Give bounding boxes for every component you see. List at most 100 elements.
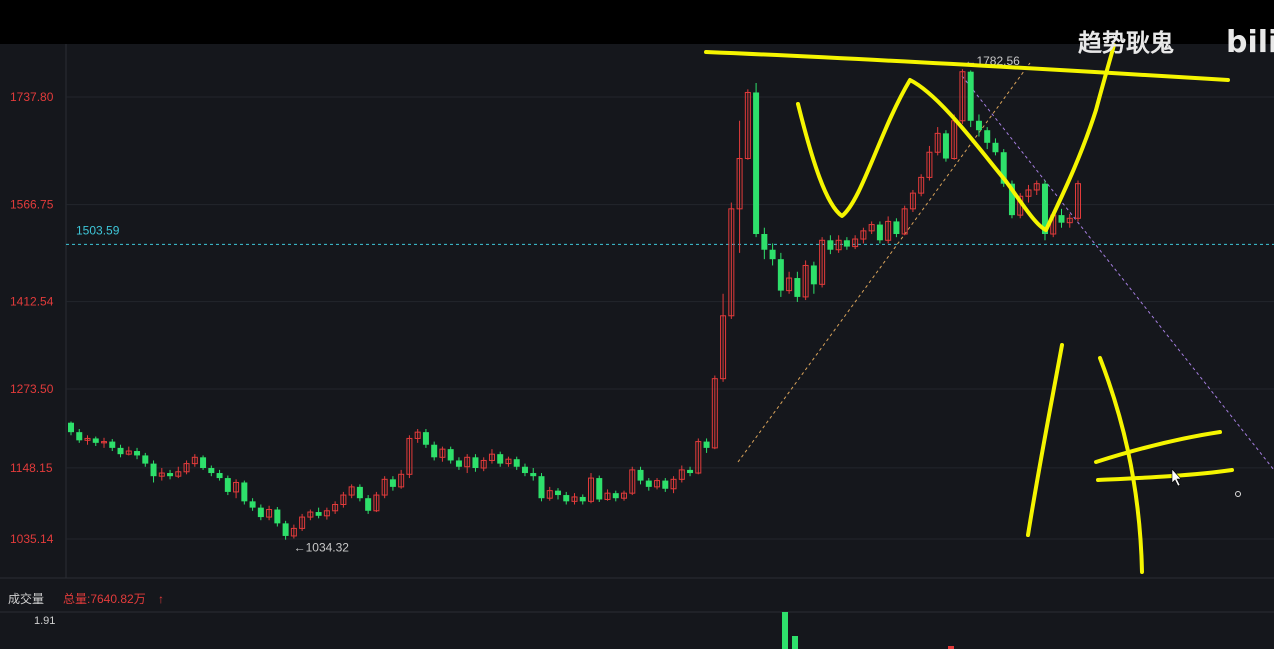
candle-body — [711, 378, 718, 449]
mouse-cursor-icon — [1171, 468, 1182, 487]
candle-body — [654, 480, 661, 488]
candle-body — [604, 492, 611, 500]
candle-body — [266, 509, 273, 518]
candle-body — [406, 437, 413, 475]
candle-body — [645, 480, 652, 487]
candle-body — [191, 456, 198, 465]
candle-body — [1000, 152, 1007, 184]
candle-body — [101, 441, 108, 444]
candle-body — [827, 240, 834, 250]
candle-body — [753, 92, 760, 235]
candle-body — [76, 432, 83, 441]
candle-body — [84, 437, 91, 441]
candle-body — [1075, 183, 1081, 219]
highlighter-stroke-2 — [1098, 356, 1144, 574]
candle-body — [1025, 189, 1032, 197]
volume-bar — [782, 612, 788, 649]
candle-body — [579, 496, 586, 502]
candle-body — [670, 478, 677, 490]
volume-up-arrow-icon: ↑ — [158, 592, 164, 606]
candle-body — [992, 142, 999, 153]
watermark-text: 趋势耿鬼 — [1078, 29, 1174, 57]
candle-body — [728, 208, 735, 317]
candle-body — [720, 315, 727, 380]
candle-body — [893, 221, 900, 235]
candle-body — [158, 472, 165, 477]
candle-body — [554, 490, 561, 496]
candle-body — [274, 509, 281, 524]
highlighter-drawings — [704, 43, 1234, 574]
candle-body — [365, 498, 372, 511]
small-circle-icon — [1235, 491, 1241, 497]
candle-body — [208, 468, 215, 474]
y-tick-label: 1737.80 — [10, 90, 54, 104]
candle-body — [290, 527, 297, 537]
candle-body — [150, 463, 157, 477]
volume-total: 总量:7640.82万 — [63, 592, 146, 606]
candle-body — [802, 264, 809, 298]
candle-body — [1066, 217, 1073, 224]
candle-body — [282, 523, 289, 536]
candle-body — [662, 480, 669, 489]
grid-lines — [66, 96, 1274, 540]
candle-body — [975, 120, 982, 131]
candle-body — [389, 479, 396, 487]
candle-body — [934, 132, 941, 153]
volume-bar — [948, 646, 954, 649]
candle-body — [356, 486, 363, 499]
candle-body — [299, 516, 306, 529]
candle-body — [340, 494, 347, 505]
volume-y-tick: 1.91 — [34, 615, 55, 627]
candle-body — [703, 441, 710, 448]
candle-body — [810, 265, 817, 285]
candle-body — [167, 473, 174, 477]
candle-body — [769, 249, 776, 260]
uptrend-dashed-line — [737, 62, 1031, 463]
candle-body — [505, 458, 512, 465]
volume-title: 成交量 — [8, 591, 44, 606]
candle-body — [513, 459, 520, 467]
candle-body — [852, 238, 859, 248]
candle-body — [224, 478, 231, 492]
y-tick-label: 1148.15 — [10, 461, 53, 475]
candle-body — [909, 192, 916, 210]
candle-body — [125, 450, 132, 455]
candle-body — [695, 441, 702, 474]
candle-body — [843, 240, 850, 247]
y-tick-label: 1412.54 — [10, 295, 54, 309]
candle-body — [538, 476, 545, 499]
candle-body — [323, 510, 330, 517]
candle-body — [885, 220, 892, 241]
candle-body — [1058, 215, 1065, 223]
candle-body — [819, 239, 826, 285]
candle-body — [521, 466, 528, 474]
candles — [68, 69, 1081, 540]
candle-body — [472, 457, 479, 469]
candle-body — [183, 463, 190, 473]
candle-body — [68, 422, 74, 433]
candle-body — [563, 495, 570, 502]
candle-body — [1008, 183, 1015, 216]
candle-body — [901, 208, 908, 235]
candle-body — [868, 224, 875, 232]
candle-body — [398, 473, 405, 488]
chart-panel — [0, 44, 1274, 649]
candle-body — [497, 454, 504, 464]
highlighter-stroke-1 — [1026, 343, 1064, 537]
candle-body — [596, 478, 603, 500]
candle-body — [918, 176, 925, 194]
candle-body — [637, 469, 644, 481]
candle-body — [530, 473, 537, 477]
candle-body — [777, 259, 784, 291]
highlighter-stroke-4 — [1096, 468, 1234, 482]
low-annotation: ←1034.32 — [294, 541, 350, 555]
candle-body — [315, 512, 322, 516]
candle-body — [959, 71, 966, 122]
volume-bar — [792, 636, 798, 649]
highlighter-w-shape — [796, 43, 1116, 232]
candle-body — [835, 239, 842, 251]
y-tick-label: 1035.14 — [10, 532, 54, 546]
candle-body — [447, 449, 454, 461]
candle-body — [422, 432, 429, 445]
candle-body — [1041, 183, 1048, 235]
